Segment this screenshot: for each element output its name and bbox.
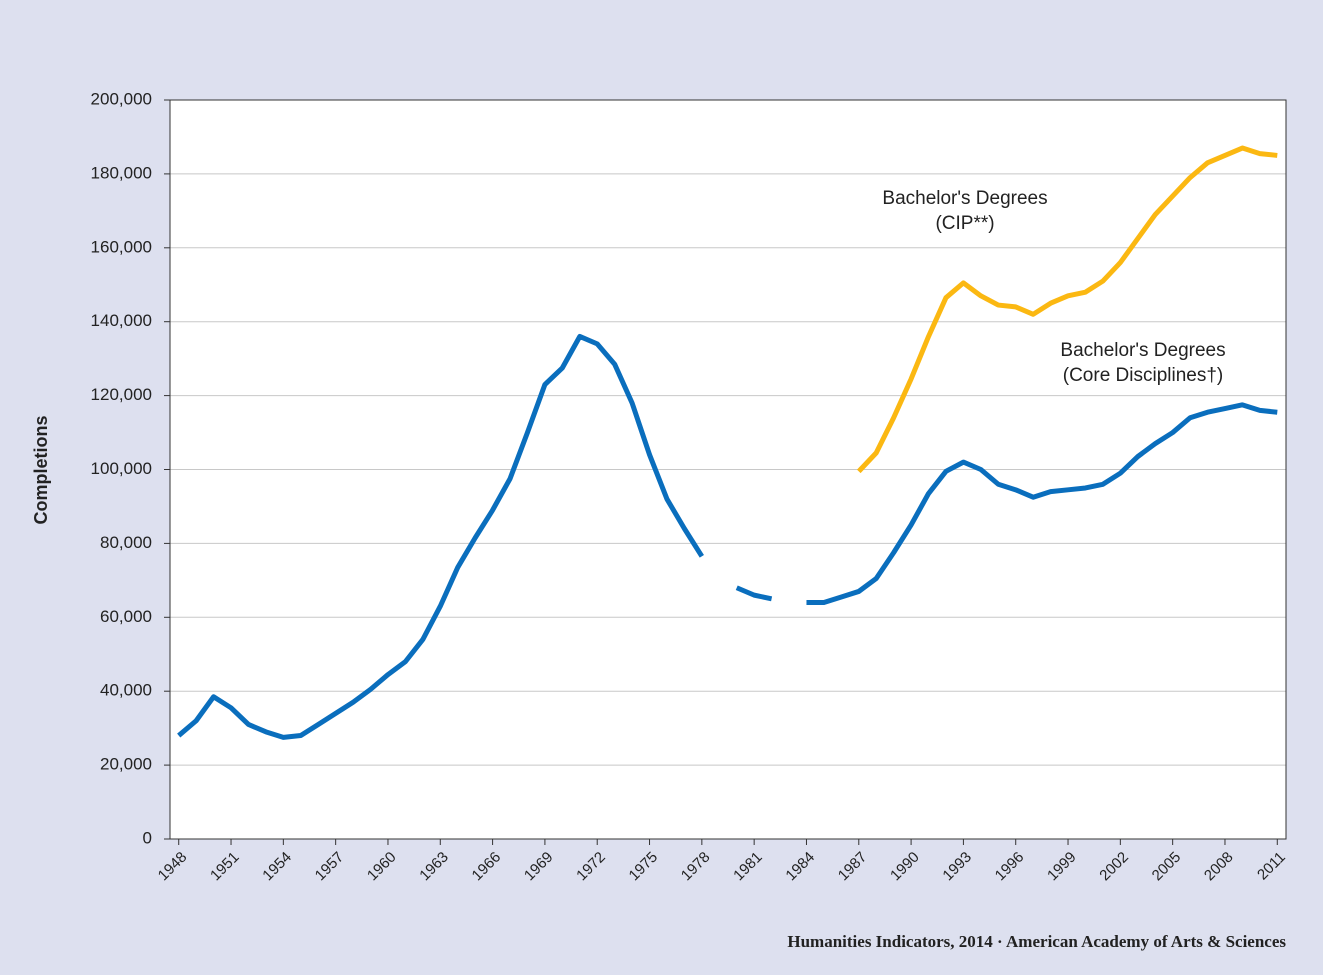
y-tick-label: 0 — [143, 828, 152, 847]
y-tick-label: 140,000 — [91, 311, 152, 330]
y-tick-label: 160,000 — [91, 237, 152, 256]
y-tick-label: 20,000 — [100, 755, 152, 774]
source: Humanities Indicators, 2014 · American A… — [787, 932, 1286, 951]
y-tick-label: 180,000 — [91, 163, 152, 182]
y-tick-label: 60,000 — [100, 607, 152, 626]
plot-border — [169, 99, 1287, 840]
y-tick-label: 200,000 — [91, 89, 152, 108]
series-line — [856, 145, 1278, 474]
annotation: (CIP**) — [935, 213, 994, 234]
y-tick-label: 100,000 — [91, 459, 152, 478]
series-line — [177, 333, 1278, 740]
annotation: Bachelor's Degrees — [882, 188, 1047, 209]
annotation: Bachelor's Degrees — [1060, 340, 1225, 361]
y-axis-label: Completions — [31, 415, 51, 524]
annotation: (Core Disciplines†) — [1063, 365, 1224, 386]
y-tick-label: 120,000 — [91, 385, 152, 404]
y-tick-label: 80,000 — [100, 533, 152, 552]
y-tick-label: 40,000 — [100, 681, 152, 700]
